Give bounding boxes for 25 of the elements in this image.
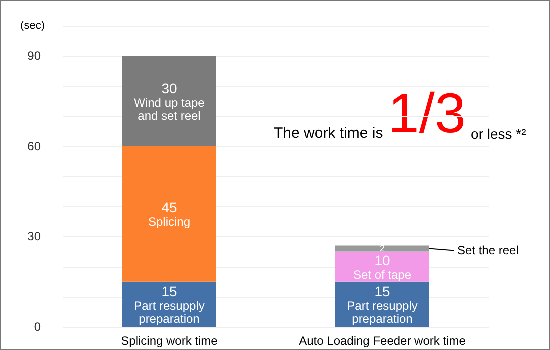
series-label: Part resupply preparation [134, 298, 205, 326]
data-label: 10 [374, 252, 390, 268]
bar [122, 56, 216, 146]
data-label: 15 [162, 283, 178, 300]
data-label: 15 [374, 283, 390, 300]
bar [336, 246, 430, 252]
text: Set the reel [458, 244, 519, 258]
x-tick-label: Auto Loading Feeder work time [299, 334, 466, 348]
x-tick-label: Splicing work time [121, 334, 218, 348]
annotation: 1/3 [388, 82, 466, 144]
y-tick-label: 0 [34, 320, 42, 334]
data-label: 30 [162, 80, 178, 96]
series-label: Set of tape [353, 268, 412, 282]
annotation: The work time is [274, 125, 384, 142]
bar [122, 146, 216, 282]
data-label: 2 [380, 244, 386, 254]
series-label: Splicing [148, 215, 191, 230]
text: Part resupply preparation [347, 298, 418, 326]
data-label: 45 [162, 200, 178, 216]
y-tick-label: 90 [28, 49, 42, 64]
annotation: or less *² [471, 126, 527, 142]
y-tick-label: 60 [28, 139, 42, 154]
y-axis-title: (sec) [20, 20, 45, 32]
series-label: Wind up tape and set reel [134, 96, 206, 123]
y-tick-label: 30 [28, 230, 42, 244]
